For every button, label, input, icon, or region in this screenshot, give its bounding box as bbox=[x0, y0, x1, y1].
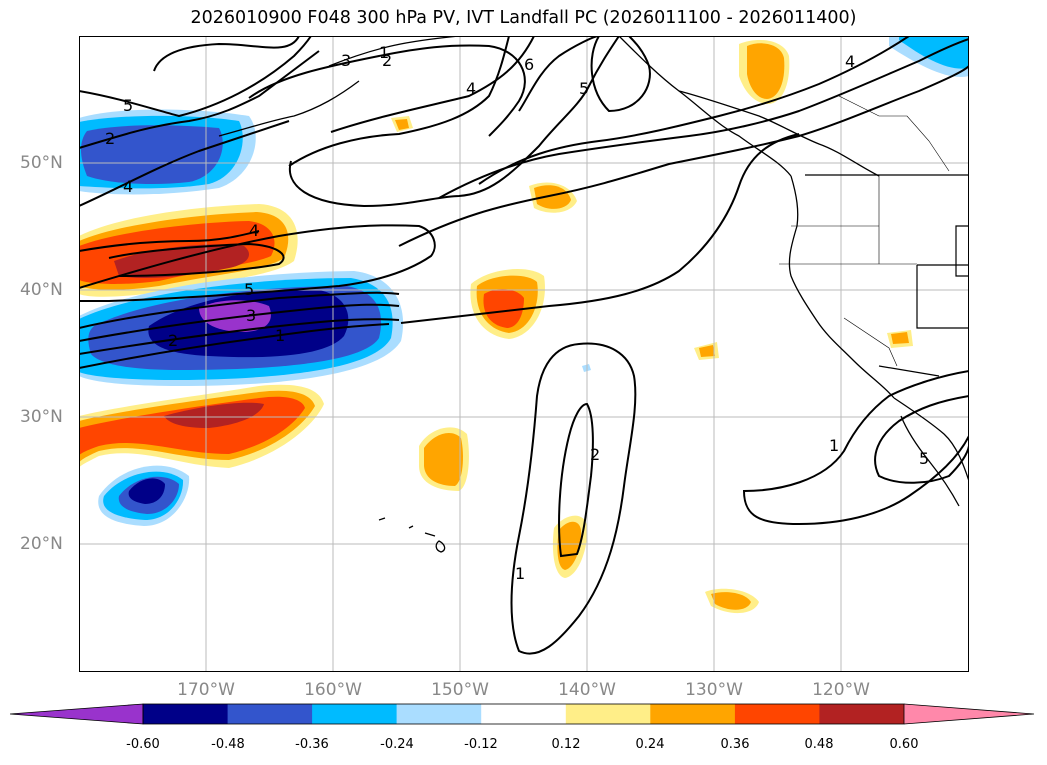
positive-anomaly-ne bbox=[739, 40, 790, 104]
lat-label: 50°N bbox=[20, 153, 63, 173]
chart-title: 2026010900 F048 300 hPa PV, IVT Landfall… bbox=[190, 8, 857, 28]
contour-label: 2 bbox=[382, 51, 392, 70]
contour-label: 5 bbox=[123, 96, 133, 115]
state-borders bbox=[779, 95, 950, 367]
colorbar-segment bbox=[481, 704, 567, 724]
colorbar-segment bbox=[143, 704, 228, 724]
positive-anomaly-south bbox=[552, 515, 588, 578]
negative-anomaly-north bbox=[79, 109, 256, 195]
contour-label: 3 bbox=[246, 306, 256, 325]
contour-label: 2 bbox=[590, 445, 600, 464]
map-canvas: 5 4 2 1 3 2 6 5 4 4 5 3 2 1 4 2 1 1 5 bbox=[79, 36, 969, 672]
map-panel: 5 4 2 1 3 2 6 5 4 4 5 3 2 1 4 2 1 1 5 bbox=[79, 36, 969, 672]
colorbar-segment bbox=[396, 704, 482, 724]
contour-label: 5 bbox=[244, 280, 254, 299]
lat-label: 20°N bbox=[20, 534, 63, 554]
contour-label: 4 bbox=[123, 177, 133, 196]
contour-label: 1 bbox=[515, 564, 525, 583]
colorbar-tick: 0.48 bbox=[804, 737, 834, 752]
colorbar-segment bbox=[650, 704, 736, 724]
colorbar-tick: 0.24 bbox=[635, 737, 665, 752]
negative-anomaly-sw bbox=[98, 465, 190, 526]
colorbar bbox=[10, 703, 1035, 725]
colorbar-tick: 0.60 bbox=[889, 737, 919, 752]
contour-label: 1 bbox=[829, 436, 839, 455]
contour-label: 4 bbox=[466, 79, 476, 98]
contour-label: 6 bbox=[524, 55, 534, 74]
colorbar-extend-low bbox=[10, 704, 143, 724]
contour-label: 2 bbox=[105, 129, 115, 148]
contour-label: 1 bbox=[275, 326, 285, 345]
coastlines bbox=[218, 36, 969, 553]
positive-anomaly-30n bbox=[79, 384, 324, 468]
colorbar-tick: -0.12 bbox=[464, 737, 498, 752]
colorbar-segment bbox=[819, 704, 905, 724]
pv-contours bbox=[79, 36, 969, 655]
contour-label: 2 bbox=[168, 331, 178, 350]
positive-anomaly-hawaii-east bbox=[419, 427, 469, 491]
colorbar-tick: -0.60 bbox=[126, 737, 160, 752]
colorbar-tick: -0.36 bbox=[295, 737, 329, 752]
lon-label: 160°W bbox=[304, 680, 362, 700]
lat-label: 40°N bbox=[20, 280, 63, 300]
lon-label: 130°W bbox=[685, 680, 743, 700]
contour-label: 4 bbox=[249, 221, 259, 240]
country-borders bbox=[805, 174, 969, 377]
colorbar-segment bbox=[312, 704, 398, 724]
colorbar-tick: -0.24 bbox=[380, 737, 414, 752]
lon-label: 120°W bbox=[812, 680, 870, 700]
lon-label: 150°W bbox=[431, 680, 489, 700]
contour-labels: 5 4 2 1 3 2 6 5 4 4 5 3 2 1 4 2 1 1 5 bbox=[105, 43, 929, 583]
contour-label: 3 bbox=[341, 51, 351, 70]
contour-label: 1 bbox=[379, 43, 389, 62]
lon-label: 140°W bbox=[558, 680, 616, 700]
contour-label: 4 bbox=[845, 52, 855, 71]
lon-label: 170°W bbox=[177, 680, 235, 700]
colorbar-segment bbox=[227, 704, 313, 724]
lat-label: 30°N bbox=[20, 407, 63, 427]
colorbar-tick: 0.36 bbox=[720, 737, 750, 752]
colorbar-tick: 0.12 bbox=[551, 737, 581, 752]
contour-label: 5 bbox=[919, 449, 929, 468]
colorbar-extend-high bbox=[904, 704, 1034, 724]
contour-label: 5 bbox=[579, 79, 589, 98]
positive-anomaly-central bbox=[470, 269, 545, 339]
colorbar-tick: -0.48 bbox=[211, 737, 245, 752]
gridlines bbox=[79, 36, 969, 672]
colorbar-segment bbox=[565, 704, 651, 724]
positive-anomaly-small bbox=[391, 116, 913, 614]
colorbar-segment bbox=[734, 704, 820, 724]
